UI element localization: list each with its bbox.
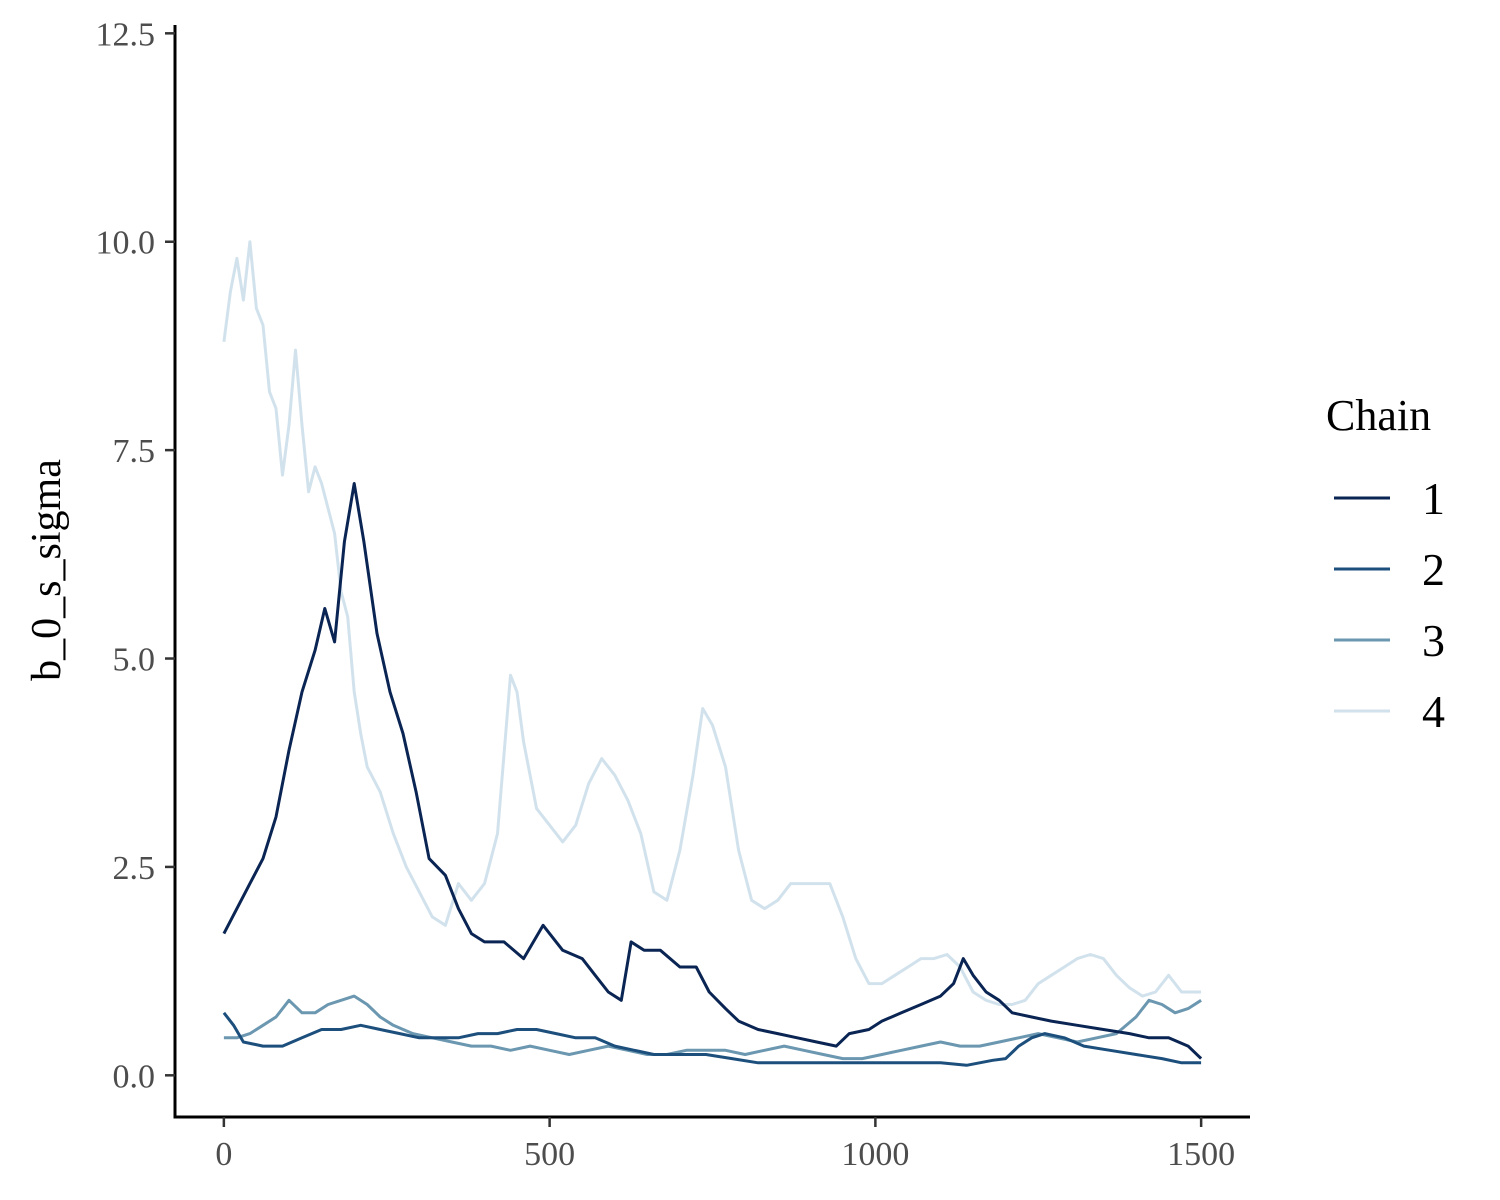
legend-label: 2 [1422, 544, 1445, 595]
legend-item-chain-4: 4 [1334, 686, 1445, 737]
y-tick-label: 5.0 [113, 642, 156, 679]
series-line-chain-2 [222, 1011, 1202, 1067]
axes-layer: 0.0 2.5 5.0 7.5 10.0 12.5 0 500 1000 1500 [96, 16, 1250, 1173]
legend-item-chain-1: 1 [1334, 473, 1445, 524]
y-tick-label: 7.5 [113, 433, 156, 470]
series-line-chain-4 [222, 240, 1202, 1006]
series-layer [222, 240, 1203, 1067]
x-tick-label: 500 [524, 1136, 575, 1173]
legend-label: 3 [1422, 615, 1445, 666]
x-tick-label: 0 [215, 1136, 232, 1173]
y-axis-title: b_0_s_sigma [24, 459, 70, 681]
legend: Chain 1 2 3 4 [1326, 391, 1445, 737]
series-line-chain-1 [222, 482, 1203, 1060]
legend-label: 1 [1422, 473, 1445, 524]
y-tick-label: 0.0 [113, 1058, 156, 1095]
legend-title: Chain [1326, 391, 1431, 440]
legend-label: 4 [1422, 686, 1445, 737]
legend-items: 1 2 3 4 [1334, 473, 1445, 737]
y-tick-label: 10.0 [96, 225, 156, 262]
legend-item-chain-2: 2 [1334, 544, 1445, 595]
y-tick-label: 2.5 [113, 850, 156, 887]
legend-item-chain-3: 3 [1334, 615, 1445, 666]
y-tick-label: 12.5 [96, 16, 156, 53]
x-tick-label: 1000 [841, 1136, 909, 1173]
x-tick-label: 1500 [1167, 1136, 1235, 1173]
